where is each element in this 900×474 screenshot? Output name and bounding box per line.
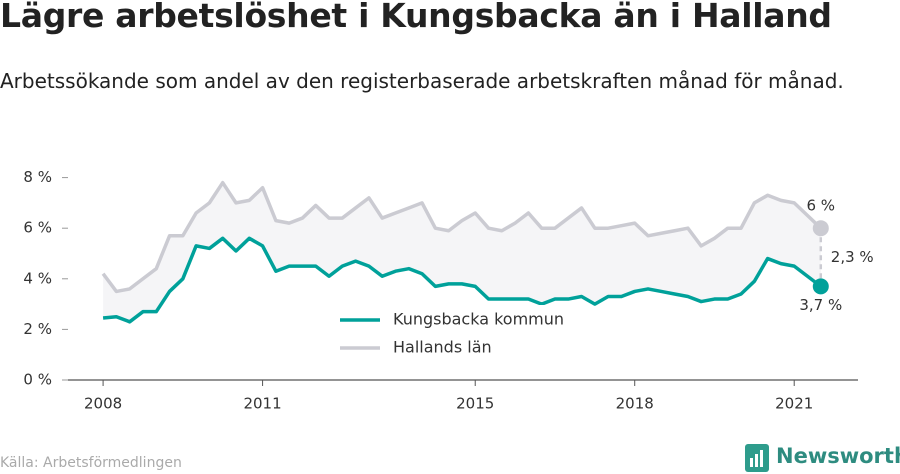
source: Källa: Arbetsförmedlingen (0, 455, 182, 471)
x-tick-label: 2015 (456, 395, 494, 413)
x-tick-label: 2018 (616, 395, 654, 413)
brand: Newsworthy (776, 444, 900, 468)
y-tick-label: 4 % (23, 269, 52, 287)
x-tick-label: 2021 (775, 395, 813, 413)
gap-label: 2,3 % (831, 248, 874, 266)
series-line (101, 180, 822, 294)
chart-title: Lägre arbetslöshet i Kungsbacka än i Hal… (0, 0, 832, 35)
end-point (812, 278, 829, 295)
x-tick-label: 2008 (84, 395, 122, 413)
y-tick-label: 6 % (23, 219, 52, 237)
legend-box (330, 305, 585, 365)
brand-icon-bar (755, 454, 758, 467)
brand-icon-bar (750, 458, 753, 467)
brand-icon-bar (760, 450, 763, 467)
end-point (812, 220, 829, 237)
y-tick-label: 8 % (23, 168, 52, 186)
y-tick-label: 0 % (23, 371, 52, 389)
plot: 0 % 2 % 4 % 6 % 8 % 2008 2011 2015 2018 2021 6 % 3,… (23, 168, 873, 412)
legend-label: Kungsbacka kommun (393, 310, 564, 329)
end-label: 6 % (806, 197, 835, 215)
gap-area (103, 182, 821, 322)
series-line (102, 236, 822, 324)
chart-subtitle: Arbetssökande som andel av den registerb… (0, 69, 844, 93)
end-label: 3,7 % (799, 296, 842, 314)
x-tick-label: 2011 (243, 395, 281, 413)
legend-label: Hallands län (393, 338, 492, 357)
y-tick-label: 2 % (23, 320, 52, 338)
